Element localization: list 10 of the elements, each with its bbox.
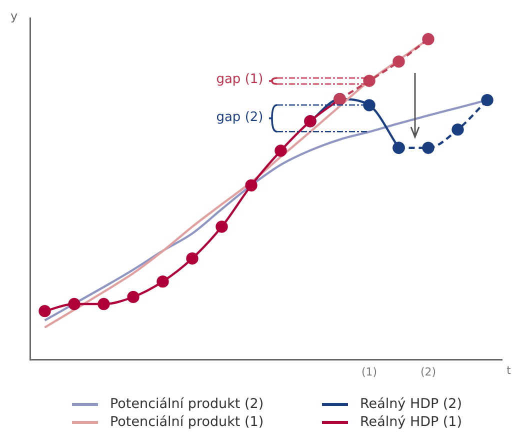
y-axis-title: y <box>10 9 18 23</box>
legend-label: Reálný HDP (1) <box>360 414 462 430</box>
annotation: gap (1) <box>216 72 264 87</box>
x-tick-label: (1) <box>361 365 378 378</box>
legend-label: Potenciální produkt (2) <box>110 396 264 412</box>
x-axis-title: t <box>506 364 512 378</box>
legend-label: Potenciální produkt (1) <box>110 414 264 430</box>
legend-label: Reálný HDP (2) <box>360 396 462 412</box>
x-tick-label: (2) <box>420 365 436 378</box>
annotation: gap (2) <box>216 110 264 125</box>
